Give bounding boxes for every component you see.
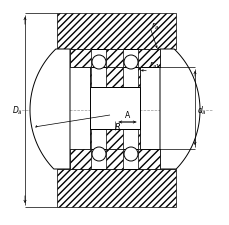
Text: $d_a$: $d_a$: [196, 104, 206, 117]
Text: A: A: [124, 110, 130, 119]
Bar: [57, 169, 175, 207]
Bar: [106, 129, 123, 149]
Bar: [90, 129, 91, 149]
Circle shape: [123, 56, 137, 70]
Bar: [138, 50, 159, 68]
Bar: [90, 68, 91, 88]
Bar: [70, 50, 91, 68]
Bar: [138, 68, 139, 88]
Circle shape: [123, 147, 137, 161]
Text: $r_a$: $r_a$: [150, 20, 158, 32]
Circle shape: [92, 56, 106, 70]
Bar: [106, 149, 123, 169]
Bar: [106, 50, 123, 68]
Polygon shape: [159, 50, 199, 169]
Text: R: R: [114, 123, 120, 132]
Text: $D_a$: $D_a$: [12, 104, 23, 117]
Bar: [70, 149, 91, 169]
Bar: [106, 68, 123, 88]
Bar: [90, 88, 139, 129]
Bar: [57, 14, 175, 50]
Circle shape: [92, 147, 106, 161]
Bar: [138, 149, 159, 169]
Bar: [138, 129, 139, 149]
Text: $r_{a1}$: $r_{a1}$: [148, 59, 160, 71]
Polygon shape: [30, 50, 70, 169]
